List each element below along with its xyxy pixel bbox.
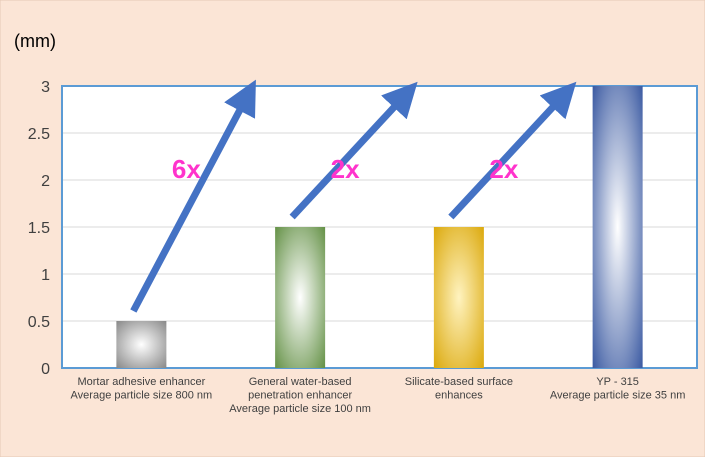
growth-arrow-1 bbox=[289, 81, 418, 220]
x-category-label: Average particle size 35 nm bbox=[550, 390, 686, 402]
bar-2 bbox=[433, 227, 484, 368]
x-category-label: Average particle size 800 nm bbox=[71, 390, 213, 402]
y-tick-label: 0 bbox=[41, 361, 50, 378]
x-category-label: Silicate-based surface bbox=[405, 376, 513, 388]
growth-arrow-2 bbox=[448, 81, 577, 220]
multiplier-label: 6x bbox=[172, 154, 201, 184]
x-category-label: penetration enhancer bbox=[248, 390, 352, 402]
multiplier-label: 2x bbox=[331, 154, 360, 184]
bar-0 bbox=[116, 321, 167, 368]
y-tick-label: 2 bbox=[41, 173, 50, 190]
growth-arrow-0 bbox=[130, 79, 256, 313]
x-category-label: Average particle size 100 nm bbox=[229, 403, 371, 415]
y-tick-label: 0.5 bbox=[28, 314, 50, 331]
x-category-label: General water-based bbox=[249, 376, 352, 388]
x-category-label: Mortar adhesive enhancer bbox=[77, 376, 205, 388]
bar-1 bbox=[275, 227, 326, 368]
y-tick-label: 1.5 bbox=[28, 220, 50, 237]
plot-border bbox=[61, 85, 698, 369]
x-category-label: YP - 315 bbox=[596, 376, 639, 388]
x-category-label: enhances bbox=[435, 390, 483, 402]
y-tick-label: 2.5 bbox=[28, 126, 50, 143]
bar-3 bbox=[592, 86, 643, 368]
y-tick-label: 3 bbox=[41, 79, 50, 96]
y-tick-label: 1 bbox=[41, 267, 50, 284]
y-axis-unit-label: (mm) bbox=[14, 31, 56, 51]
multiplier-label: 2x bbox=[489, 154, 518, 184]
